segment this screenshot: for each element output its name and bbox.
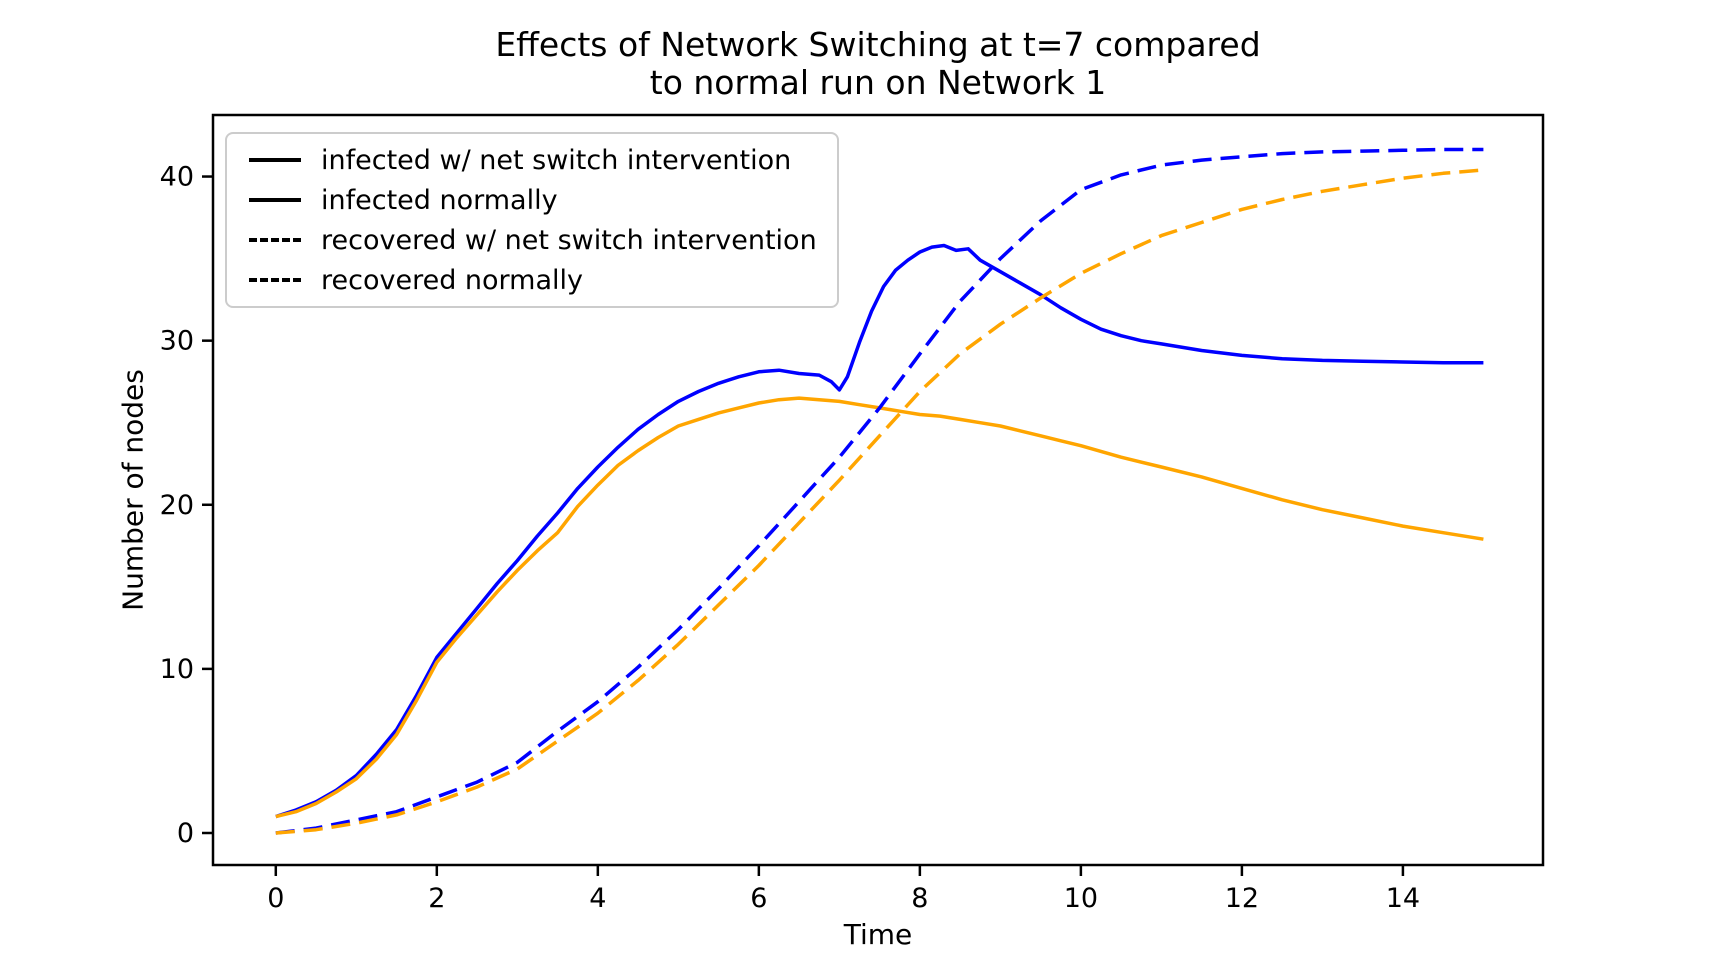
series-line-1 (275, 396, 1484, 819)
x-tick-label: 14 (1386, 883, 1420, 914)
y-tick-label: 0 (177, 818, 194, 849)
x-tick-label: 8 (911, 883, 928, 914)
y-tick-label: 40 (160, 162, 194, 193)
legend-line-solid-orange-icon (249, 198, 301, 202)
legend-entry-infected-switch: infected w/ net switch intervention (227, 147, 837, 174)
chart-title: Effects of Network Switching at t=7 comp… (495, 25, 1261, 102)
series-line-3 (275, 168, 1484, 835)
y-tick-label: 20 (160, 490, 194, 521)
plot-spines (211, 113, 1545, 867)
legend-entry-recovered-normal: recovered normally (227, 267, 837, 294)
y-tick-label: 30 (160, 326, 194, 357)
x-tick-label: 2 (428, 883, 445, 914)
series-line-2 (275, 147, 1484, 835)
legend-entry-infected-normal: infected normally (227, 187, 837, 214)
x-tick-label: 6 (750, 883, 767, 914)
legend-label: infected w/ net switch intervention (321, 144, 792, 176)
legend-label: infected normally (321, 184, 558, 216)
x-tick-label: 4 (589, 883, 606, 914)
x-tick-label: 0 (267, 883, 284, 914)
legend-line-dashed-orange-icon (249, 278, 301, 282)
legend-entry-recovered-switch: recovered w/ net switch intervention (227, 227, 837, 254)
legend: infected w/ net switch intervention infe… (225, 132, 839, 308)
x-tick-label: 10 (1064, 883, 1098, 914)
legend-label: recovered normally (321, 264, 583, 296)
legend-line-dashed-blue-icon (249, 238, 301, 242)
x-axis-label: Time (843, 918, 913, 951)
y-axis-label: Number of nodes (116, 369, 150, 611)
y-tick-label: 10 (160, 654, 194, 685)
legend-line-solid-blue-icon (249, 158, 301, 162)
legend-label: recovered w/ net switch intervention (321, 224, 817, 256)
x-tick-label: 12 (1225, 883, 1259, 914)
series-line-0 (275, 243, 1484, 819)
